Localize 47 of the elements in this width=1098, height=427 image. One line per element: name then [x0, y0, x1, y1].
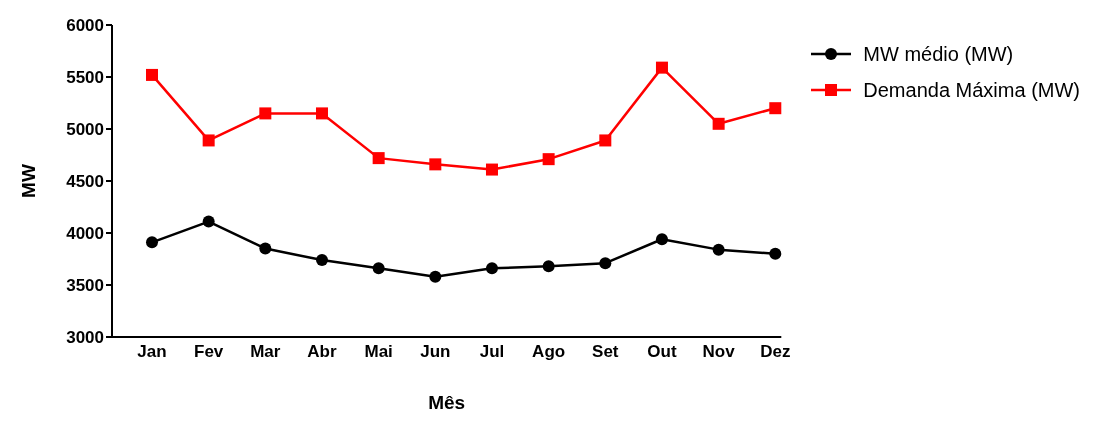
legend-label: Demanda Máxima (MW) — [863, 78, 1080, 102]
point — [202, 134, 215, 147]
point — [146, 236, 158, 249]
y-tick-label: 3500 — [66, 276, 104, 296]
point — [712, 243, 725, 256]
point — [769, 102, 782, 115]
point — [315, 107, 328, 120]
point — [485, 262, 498, 275]
point — [542, 260, 555, 273]
x-tick-label: Mar — [250, 342, 281, 362]
point — [655, 61, 668, 74]
x-tick-label: Ago — [532, 342, 566, 362]
y-axis-title: MW — [17, 164, 39, 198]
point — [429, 270, 442, 283]
point — [146, 68, 158, 81]
point — [769, 247, 782, 260]
y-tick-label: 5000 — [66, 120, 104, 140]
x-tick-label: Fev — [194, 342, 224, 362]
x-tick-label: Dez — [760, 342, 791, 362]
point — [259, 107, 272, 120]
point — [542, 153, 555, 166]
x-tick-label: Mai — [364, 342, 393, 362]
point — [202, 215, 215, 228]
point — [712, 117, 725, 130]
point — [429, 158, 442, 171]
point — [372, 262, 385, 275]
x-tick-label: Jun — [420, 342, 451, 362]
y-tick-label: 6000 — [66, 16, 104, 36]
x-tick-label: Nov — [702, 342, 736, 362]
point — [599, 134, 612, 147]
x-axis-title: Mês — [428, 392, 466, 413]
point — [372, 152, 385, 165]
y-tick-label: 4000 — [66, 224, 104, 244]
point — [599, 257, 612, 270]
point — [485, 163, 498, 176]
legend-label: MW médio (MW) — [863, 42, 1014, 66]
point — [259, 242, 272, 255]
x-tick-label: Jul — [479, 342, 505, 362]
point — [315, 254, 328, 267]
x-tick-label: Out — [647, 342, 677, 362]
x-tick-label: Abr — [307, 342, 338, 362]
x-tick-label: Set — [592, 342, 619, 362]
y-tick-label: 5500 — [66, 68, 104, 88]
y-tick-label: 4500 — [66, 172, 104, 192]
point — [655, 233, 668, 246]
x-tick-label: Jan — [137, 342, 167, 362]
y-tick-label: 3000 — [66, 328, 104, 348]
